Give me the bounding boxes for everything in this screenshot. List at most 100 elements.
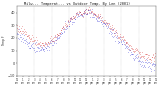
Point [49,39,52,41]
Point [76,13,79,14]
Point [108,29,111,30]
Point [93,14,96,15]
Point [27,46,29,47]
Point [78,12,81,13]
Point [129,44,131,45]
Point [20,33,23,34]
Point [123,42,125,43]
Point [136,56,139,57]
Point [57,34,60,35]
Point [139,57,142,59]
Point [50,39,52,41]
Point [144,62,147,63]
Point [54,39,57,41]
Point [144,59,147,60]
Point [97,17,99,18]
Point [147,62,150,63]
Point [67,25,70,27]
Point [36,44,38,45]
Point [35,46,38,48]
Point [62,31,65,33]
Point [112,30,114,31]
Point [137,59,140,61]
Point [58,37,60,39]
Point [116,35,119,36]
Point [143,57,146,59]
Point [24,31,27,33]
Point [90,10,93,11]
Point [135,47,137,49]
Point [52,41,55,43]
Point [24,42,26,44]
Point [117,37,120,39]
Point [127,49,130,50]
Point [123,47,126,49]
Point [138,56,141,58]
Point [89,12,92,13]
Point [69,18,71,19]
Point [140,55,143,56]
Point [98,17,100,19]
Point [39,44,41,45]
Point [135,49,138,50]
Point [35,51,37,52]
Point [20,40,23,42]
Point [45,47,48,49]
Point [94,17,97,18]
Point [129,50,132,51]
Point [89,12,92,13]
Point [73,16,75,17]
Point [16,27,19,29]
Point [71,18,74,20]
Point [73,17,75,19]
Point [106,22,108,23]
Text: Milw... Temperat... vs Outdoor Temp. By Len (2001): Milw... Temperat... vs Outdoor Temp. By … [24,2,130,6]
Point [99,15,102,17]
Point [23,32,25,33]
Point [140,61,143,63]
Point [62,28,65,29]
Point [20,27,22,29]
Point [38,48,40,49]
Point [86,13,88,15]
Point [141,64,144,66]
Point [47,41,49,42]
Point [72,15,75,17]
Point [79,11,81,13]
Point [131,48,134,49]
Point [101,20,103,21]
Point [145,53,148,55]
Point [72,21,74,23]
Point [33,48,36,49]
Point [52,44,54,45]
Point [51,40,54,41]
Point [102,20,104,22]
Point [102,22,104,23]
Point [122,41,124,42]
Point [112,29,115,30]
Point [71,22,74,23]
Point [25,35,28,36]
Point [154,64,157,66]
Point [32,42,34,44]
Point [91,17,94,18]
Point [24,40,27,41]
Point [125,42,128,43]
Point [40,45,42,46]
Point [40,46,43,47]
Point [88,13,90,14]
Point [126,47,129,49]
Point [32,47,35,49]
Point [92,13,95,15]
Point [66,22,69,23]
Point [154,55,157,57]
Point [43,44,46,45]
Point [22,32,24,33]
Point [68,20,71,22]
Point [87,10,90,11]
Point [42,44,44,46]
Point [60,31,62,32]
Point [28,47,31,48]
Point [153,65,155,67]
Point [128,45,131,47]
